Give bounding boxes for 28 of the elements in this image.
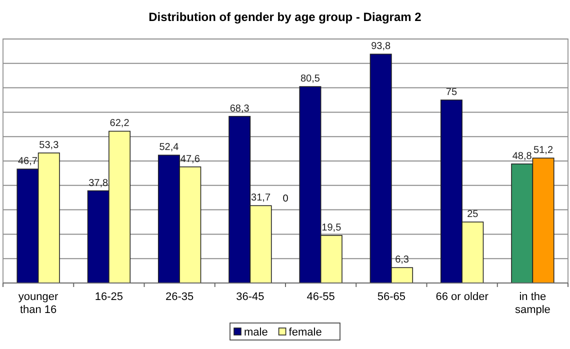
data-label: 19,5 [322, 222, 342, 234]
data-label: 48,8 [512, 150, 532, 162]
data-label: 31,7 [251, 192, 271, 204]
data-label: 62,2 [110, 118, 130, 130]
chart-title: Distribution of gender by age group - Diagram 2 [148, 10, 422, 24]
data-label: 6,3 [395, 254, 410, 266]
legend-label: male [244, 326, 268, 338]
data-label: 93,8 [371, 41, 392, 52]
annotation: 0 [282, 194, 289, 205]
x-tick-label: 56-65 [377, 291, 406, 303]
x-tick-label: in the sample [514, 291, 550, 316]
data-label: 25 [467, 209, 479, 220]
data-label: 47,6 [180, 154, 200, 165]
x-tick-label: younger than 16 [18, 291, 59, 316]
data-label: 51,2 [534, 145, 554, 156]
legend-label: female [288, 326, 322, 338]
data-label: 37,8 [88, 178, 109, 189]
x-tick-label: 66 or older [436, 291, 489, 303]
data-label: 53,3 [39, 140, 60, 151]
data-label: 80,5 [300, 74, 320, 85]
x-tick-label: 36-45 [236, 291, 264, 303]
x-tick-label: 26-35 [165, 291, 194, 303]
x-tick-label: 16-25 [94, 291, 124, 303]
data-label: 75 [446, 87, 458, 98]
data-label: 68,3 [230, 103, 250, 114]
data-label: 52,4 [159, 142, 180, 154]
x-tick-label: 46-55 [306, 291, 335, 303]
data-label: 46,7 [18, 156, 38, 168]
